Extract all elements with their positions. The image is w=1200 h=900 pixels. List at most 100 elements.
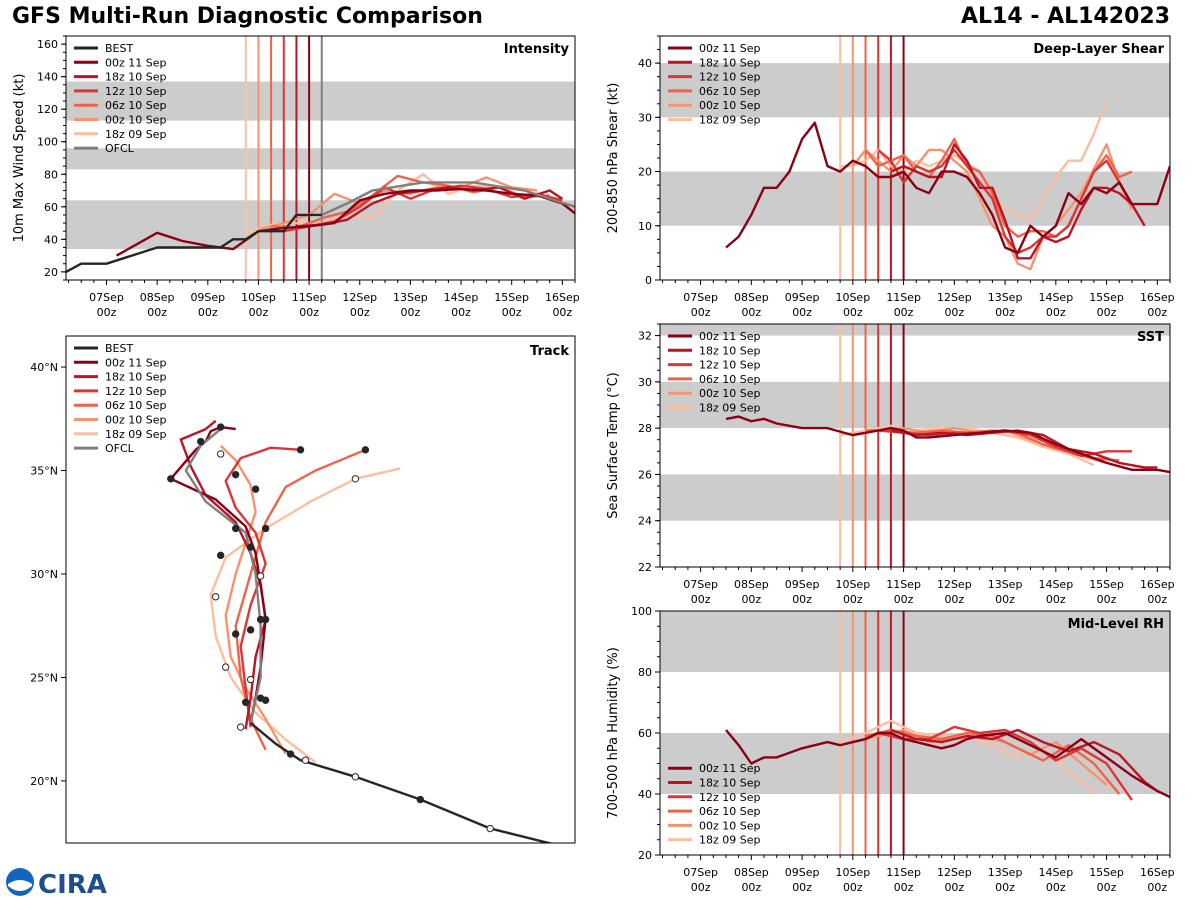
track-marker-00z-10-sep [216, 450, 225, 458]
intensity-ytick-label: 20 [44, 266, 58, 279]
shear-xtick-hour: 00z [944, 306, 964, 319]
sst-series-00z-11-sep [725, 415, 1170, 474]
noaa-wave-icon [8, 880, 32, 891]
sst-xtick-day: 08Sep [734, 578, 769, 591]
intensity-ytick-label: 80 [44, 168, 58, 181]
intensity-ylabel: 10m Max Wind Speed (kt) [12, 74, 27, 243]
shear-xtick-day: 16Sep [1140, 291, 1175, 304]
shear-xtick-day: 07Sep [683, 291, 718, 304]
intensity-ytick-label: 120 [37, 103, 58, 116]
track-panel-title: Track [530, 344, 569, 359]
rh-xtick-hour: 00z [792, 881, 812, 894]
shear-xtick-hour: 00z [1147, 306, 1167, 319]
shear-xtick-day: 11Sep [886, 291, 921, 304]
intensity-xtick-day: 09Sep [190, 291, 225, 304]
legend-label-12z-10-sep: 12z 10 Sep [105, 85, 167, 98]
legend-label-00z-11-sep: 00z 11 Sep [105, 56, 167, 69]
intensity-xtick-hour: 00z [97, 306, 117, 319]
sst-xtick-day: 09Sep [785, 578, 820, 591]
intensity-xtick-day: 14Sep [444, 291, 479, 304]
rh-ytick-label: 100 [631, 605, 652, 618]
sst-xtick-hour: 00z [1147, 593, 1167, 606]
track-marker-00z-11-sep [167, 475, 175, 483]
shear-ytick-label: 30 [638, 111, 652, 124]
shear-xtick-hour: 00z [691, 306, 711, 319]
intensity-xtick-hour: 00z [147, 306, 167, 319]
legend-label-12z-10-sep: 12z 10 Sep [105, 385, 167, 398]
legend-label-12z-10-sep: 12z 10 Sep [699, 359, 761, 372]
track-line-06z-10-sep [234, 448, 366, 751]
rh-plot-area [660, 611, 1170, 855]
legend-label-12z-10-sep: 12z 10 Sep [699, 791, 761, 804]
intensity-xtick-day: 16Sep [545, 291, 580, 304]
shear-series-00z-11-sep [725, 121, 1170, 255]
track-marker-best [587, 850, 593, 856]
intensity-series-18z-10-sep [296, 186, 563, 228]
intensity-ytick-label: 60 [44, 201, 58, 214]
rh-band-1 [660, 611, 1170, 672]
rh-xtick-day: 13Sep [988, 866, 1023, 879]
rh-xtick-hour: 00z [1097, 881, 1117, 894]
rh-ytick-label: 80 [638, 666, 652, 679]
intensity-xtick-hour: 00z [350, 306, 370, 319]
shear-xtick-hour: 00z [995, 306, 1015, 319]
legend-label-18z-10-sep: 18z 10 Sep [105, 71, 167, 84]
shear-ytick-label: 0 [645, 274, 652, 287]
shear-xtick-hour: 00z [1046, 306, 1066, 319]
track-line-best [249, 722, 554, 843]
legend-label-00z-10-sep: 00z 10 Sep [699, 387, 761, 400]
track-marker-12z-10-sep [261, 524, 270, 533]
legend-label-00z-10-sep: 00z 10 Sep [105, 414, 167, 427]
rh-xtick-day: 10Sep [835, 866, 870, 879]
intensity-xtick-day: 10Sep [241, 291, 276, 304]
sst-panel-title: SST [1137, 330, 1164, 345]
intensity-xtick-day: 11Sep [292, 291, 327, 304]
intensity-band-1 [66, 148, 575, 170]
rh-ytick-label: 60 [638, 727, 652, 740]
sst-xtick-hour: 00z [894, 593, 914, 606]
legend-label-06z-10-sep: 06z 10 Sep [105, 399, 167, 412]
track-line-ofcl [184, 428, 262, 724]
track-lat-label: 20°N [30, 775, 58, 788]
shear-xtick-day: 10Sep [835, 291, 870, 304]
sst-xtick-day: 11Sep [886, 578, 921, 591]
sst-xtick-day: 13Sep [988, 578, 1023, 591]
track-frame [65, 335, 576, 844]
track-marker-12z-10-sep [241, 698, 250, 706]
shear-panel-title: Deep-Layer Shear [1033, 42, 1164, 57]
track-line-00z-10-sep [219, 444, 287, 755]
sst-xtick-hour: 00z [741, 593, 761, 606]
rh-xtick-day: 07Sep [683, 866, 718, 879]
rh-xtick-hour: 00z [1046, 881, 1066, 894]
track-marker-18z-09-sep [351, 475, 360, 483]
shear-series-12z-10-sep [877, 148, 1133, 255]
shear-ylabel: 200-850 hPa Shear (kt) [606, 83, 621, 234]
intensity-ytick-label: 100 [37, 136, 58, 149]
legend-label-18z-10-sep: 18z 10 Sep [699, 344, 761, 357]
legend-label-18z-10-sep: 18z 10 Sep [699, 777, 761, 790]
intensity-xtick-hour: 00z [198, 306, 218, 319]
legend-label-best: BEST [105, 342, 133, 355]
shear-xtick-hour: 00z [792, 306, 812, 319]
rh-panel-title: Mid-Level RH [1068, 617, 1164, 632]
track-marker-00z-11-sep [256, 694, 265, 702]
track-marker-06z-10-sep [251, 485, 260, 493]
shear-band-0 [660, 171, 1170, 226]
rh-xtick-day: 08Sep [734, 866, 769, 879]
intensity-ytick-label: 160 [37, 38, 58, 51]
shear-ytick-label: 40 [638, 57, 652, 70]
sst-band-1 [660, 381, 1170, 429]
legend-label-18z-10-sep: 18z 10 Sep [699, 56, 761, 69]
rh-ytick-label: 20 [638, 849, 652, 862]
intensity-xtick-hour: 00z [552, 306, 572, 319]
rh-xtick-day: 14Sep [1038, 866, 1073, 879]
track-line-18z-09-sep [209, 467, 401, 764]
shear-plot-area [660, 36, 1170, 280]
sst-ytick-label: 28 [638, 422, 652, 435]
shear-xtick-day: 14Sep [1038, 291, 1073, 304]
sst-xtick-day: 16Sep [1140, 578, 1175, 591]
rh-chart: 20 40 60 80 100 07Sep 00z 08Sep 00z 09Sep 00z 10Sep… [606, 605, 1175, 894]
track-line-18z-10-sep [179, 419, 267, 730]
